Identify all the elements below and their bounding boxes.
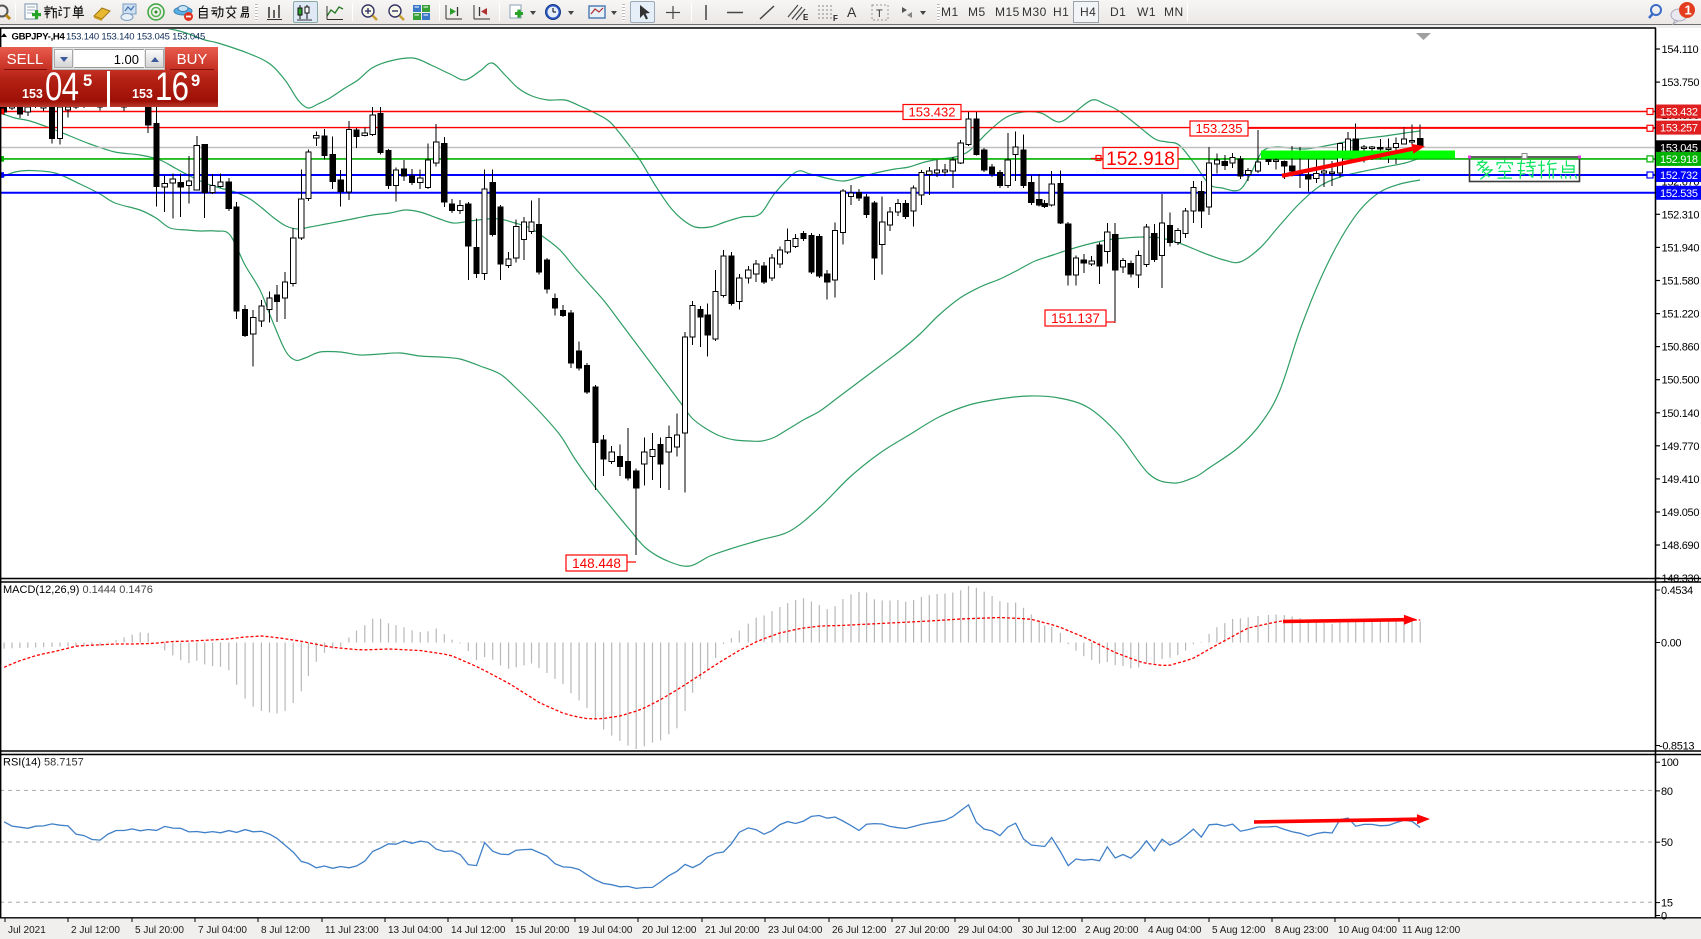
svg-text:15 Jul 20:00: 15 Jul 20:00 (515, 925, 570, 936)
svg-text:15: 15 (1661, 898, 1673, 910)
svg-text:8 Aug 23:00: 8 Aug 23:00 (1275, 925, 1329, 936)
svg-text:30 Jul 12:00: 30 Jul 12:00 (1022, 925, 1077, 936)
svg-text:80: 80 (1661, 786, 1673, 798)
svg-text:150.500: 150.500 (1662, 375, 1700, 387)
svg-text:153.045: 153.045 (1660, 142, 1698, 154)
svg-text:152.918: 152.918 (1106, 149, 1175, 170)
svg-text:148.690: 148.690 (1662, 540, 1700, 552)
svg-text:10 Aug 04:00: 10 Aug 04:00 (1338, 925, 1397, 936)
svg-text:23 Jul 04:00: 23 Jul 04:00 (768, 925, 823, 936)
svg-text:13 Jul 04:00: 13 Jul 04:00 (388, 925, 443, 936)
svg-text:11 Aug 12:00: 11 Aug 12:00 (1402, 925, 1461, 936)
svg-text:19 Jul 04:00: 19 Jul 04:00 (578, 925, 633, 936)
svg-text:GBPJPY-,H4: GBPJPY-,H4 (12, 32, 66, 43)
svg-text:T: T (876, 8, 883, 20)
svg-text:153.235: 153.235 (1196, 121, 1243, 136)
svg-text:5 Jul 20:00: 5 Jul 20:00 (135, 925, 184, 936)
svg-text:151.137: 151.137 (1051, 311, 1100, 326)
svg-text:21 Jul 20:00: 21 Jul 20:00 (705, 925, 760, 936)
svg-text:14 Jul 12:00: 14 Jul 12:00 (451, 925, 506, 936)
svg-text:152.732: 152.732 (1660, 170, 1698, 182)
svg-text:148.448: 148.448 (572, 556, 621, 571)
svg-text:153.140 153.140 153.045 153: 153.140 153.140 153.045 153.045 (66, 32, 205, 43)
svg-text:27 Jul 20:00: 27 Jul 20:00 (895, 925, 950, 936)
svg-text:2 Jul 12:00: 2 Jul 12:00 (71, 925, 120, 936)
svg-text:153.257: 153.257 (1660, 123, 1698, 135)
svg-text:E: E (803, 13, 809, 22)
svg-text:151.940: 151.940 (1662, 242, 1700, 254)
svg-text:F: F (833, 14, 838, 22)
svg-text:-0.8513: -0.8513 (1659, 741, 1694, 753)
svg-text:150.140: 150.140 (1662, 408, 1700, 420)
svg-text:MACD(12,26,9) 0.1444 0.1476: MACD(12,26,9) 0.1444 0.1476 (3, 584, 153, 596)
svg-text:1: 1 (1685, 3, 1692, 18)
svg-text:0: 0 (1661, 911, 1667, 923)
svg-text:11 Jul 23:00: 11 Jul 23:00 (325, 925, 379, 936)
svg-text:152.535: 152.535 (1660, 188, 1698, 200)
svg-text:149.770: 149.770 (1662, 441, 1700, 453)
svg-text:0.4534: 0.4534 (1661, 585, 1693, 597)
svg-text:29 Jul 04:00: 29 Jul 04:00 (958, 925, 1013, 936)
svg-text:7 Jul 04:00: 7 Jul 04:00 (198, 925, 247, 936)
svg-text:150.860: 150.860 (1662, 342, 1700, 354)
svg-text:151.220: 151.220 (1662, 309, 1700, 321)
svg-text:2 Aug 20:00: 2 Aug 20:00 (1085, 925, 1139, 936)
svg-text:148.330: 148.330 (1662, 573, 1700, 585)
svg-text:0.00: 0.00 (1661, 638, 1681, 650)
svg-text:152.310: 152.310 (1662, 209, 1700, 221)
svg-text:149.050: 149.050 (1662, 507, 1700, 519)
svg-text:4 Aug 04:00: 4 Aug 04:00 (1148, 925, 1202, 936)
svg-text:153.750: 153.750 (1662, 77, 1700, 89)
svg-text:152.918: 152.918 (1660, 154, 1698, 166)
svg-text:151.580: 151.580 (1662, 276, 1700, 288)
svg-text:153.432: 153.432 (909, 105, 956, 120)
svg-text:153.432: 153.432 (1660, 107, 1698, 119)
svg-text:Jul 2021: Jul 2021 (8, 925, 46, 936)
svg-text:149.410: 149.410 (1662, 474, 1700, 486)
svg-text:RSI(14) 58.7157: RSI(14) 58.7157 (3, 757, 84, 769)
svg-text:50: 50 (1661, 837, 1673, 849)
svg-text:5 Aug 12:00: 5 Aug 12:00 (1212, 925, 1266, 936)
svg-text:100: 100 (1661, 757, 1679, 769)
svg-text:154.110: 154.110 (1662, 44, 1699, 56)
svg-text:20 Jul 12:00: 20 Jul 12:00 (642, 925, 697, 936)
svg-text:8 Jul 12:00: 8 Jul 12:00 (261, 925, 310, 936)
svg-text:26 Jul 12:00: 26 Jul 12:00 (832, 925, 887, 936)
